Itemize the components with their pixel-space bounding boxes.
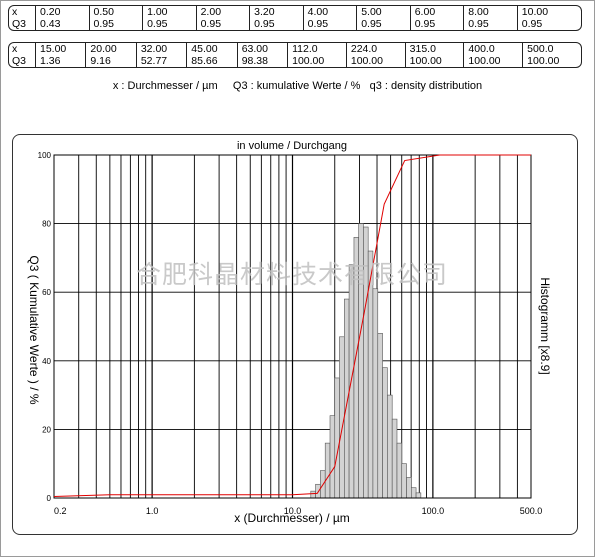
table-cell: 100.00 bbox=[345, 55, 405, 67]
watermark: 合肥科晶材料技术有限公司 bbox=[136, 261, 448, 289]
histogram-bar bbox=[415, 492, 422, 499]
histogram-bar bbox=[315, 483, 321, 499]
x-tick-label: 10.0 bbox=[284, 506, 302, 516]
histogram-bar bbox=[339, 336, 345, 499]
histogram-bar bbox=[324, 442, 331, 499]
table-cell: 1.00 bbox=[142, 6, 196, 18]
row-label-q3: Q3 bbox=[12, 55, 27, 67]
table-cell: 0.95 bbox=[195, 18, 250, 30]
chart-title: in volume / Durchgang bbox=[237, 140, 347, 152]
table-cell: 10.00 bbox=[516, 6, 581, 18]
y2-axis-label: Histogramm [x8.9] bbox=[538, 277, 552, 374]
table-row-q3: Q3 0.43 0.95 0.95 0.95 0.95 0.95 0.95 0.… bbox=[9, 18, 581, 30]
table-cell: 8.00 bbox=[463, 6, 517, 18]
y-axis-label: Q3 ( Kumulative Werte ) / % bbox=[27, 255, 41, 404]
table-cell: 0.43 bbox=[35, 18, 89, 30]
y-tick-label: 20 bbox=[42, 425, 51, 434]
histogram-bar bbox=[344, 298, 350, 499]
table-cell: 0.95 bbox=[249, 18, 303, 30]
table-cell: 0.95 bbox=[356, 18, 410, 30]
x-axis-label: x (Durchmesser) / µm bbox=[234, 511, 350, 525]
table-row-q3: Q3 1.36 9.16 52.77 85.66 98.38 100.00 10… bbox=[9, 55, 581, 67]
row-label-x: x bbox=[12, 6, 18, 18]
row-label-x: x bbox=[12, 43, 18, 55]
table-cell: 3.20 bbox=[249, 6, 303, 18]
table-cell: 52.77 bbox=[135, 55, 186, 67]
values-table-2: x 15.00 20.00 32.00 45.00 63.00 112.0 22… bbox=[8, 42, 582, 68]
table-cell: 32.00 bbox=[135, 43, 186, 55]
histogram-bar bbox=[387, 394, 393, 499]
x-tick-label: 500.0 bbox=[520, 506, 543, 516]
table-cell: 85.66 bbox=[186, 55, 236, 67]
legend-text: x : Durchmesser / µm Q3 : kumulative Wer… bbox=[112, 80, 483, 92]
table-cell: 400.0 bbox=[463, 43, 522, 55]
table-cell: 20.00 bbox=[85, 43, 135, 55]
table-cell: 500.0 bbox=[522, 43, 581, 55]
table-row-x: x 0.20 0.50 1.00 2.00 3.20 4.00 5.00 6.0… bbox=[9, 6, 581, 18]
values-table-1: x 0.20 0.50 1.00 2.00 3.20 4.00 5.00 6.0… bbox=[8, 5, 582, 31]
table-cell: 112.0 bbox=[287, 43, 346, 55]
table-cell: 0.95 bbox=[88, 18, 143, 30]
x-tick-labels: 0.2 1.0 10.0 100.0 500.0 bbox=[54, 506, 542, 516]
x-tick-label: 1.0 bbox=[146, 506, 159, 516]
grid-lines bbox=[54, 155, 531, 498]
table-cell: 0.95 bbox=[142, 18, 196, 30]
table-cell: 1.36 bbox=[35, 55, 85, 67]
y-tick-label: 80 bbox=[42, 220, 51, 229]
histogram-bar bbox=[372, 288, 379, 499]
table-cell: 100.00 bbox=[404, 55, 464, 67]
y-tick-label: 40 bbox=[42, 357, 51, 366]
histogram-bar bbox=[334, 377, 340, 499]
x-tick-label: 0.2 bbox=[54, 506, 67, 516]
table-cell: 5.00 bbox=[356, 6, 410, 18]
table-row-x: x 15.00 20.00 32.00 45.00 63.00 112.0 22… bbox=[9, 43, 581, 55]
y-tick-label: 100 bbox=[38, 151, 52, 160]
chart-panel bbox=[12, 134, 578, 535]
table-cell: 2.00 bbox=[195, 6, 250, 18]
histogram-bar bbox=[377, 333, 383, 499]
table-cell: 0.95 bbox=[463, 18, 517, 30]
table-cell: 100.00 bbox=[287, 55, 346, 67]
y-tick-label: 60 bbox=[42, 288, 51, 297]
table-cell: 4.00 bbox=[302, 6, 357, 18]
table-cell: 0.95 bbox=[302, 18, 357, 30]
table-cell: 100.00 bbox=[522, 55, 581, 67]
table-cell: 0.95 bbox=[516, 18, 581, 30]
y-tick-label: 0 bbox=[47, 494, 52, 503]
table-cell: 315.0 bbox=[404, 43, 464, 55]
plot-area-border bbox=[53, 154, 532, 499]
cumulative-curve bbox=[53, 154, 531, 498]
x-tick-label: 100.0 bbox=[422, 506, 445, 516]
table-cell: 6.00 bbox=[409, 6, 464, 18]
histogram-bar bbox=[329, 415, 336, 499]
table-cell: 15.00 bbox=[35, 43, 85, 55]
row-label-q3: Q3 bbox=[12, 18, 27, 30]
histogram-bar bbox=[310, 490, 316, 499]
table-cell: 0.50 bbox=[88, 6, 143, 18]
table-cell: 63.00 bbox=[236, 43, 287, 55]
table-cell: 9.16 bbox=[85, 55, 135, 67]
histogram-bar bbox=[391, 418, 398, 499]
y-tick-labels: 0 20 40 60 80 100 bbox=[38, 151, 52, 503]
histogram-bar bbox=[382, 367, 388, 499]
table-cell: 100.00 bbox=[463, 55, 522, 67]
table-cell: 45.00 bbox=[186, 43, 236, 55]
histogram-bar bbox=[396, 442, 403, 499]
table-cell: 0.95 bbox=[409, 18, 464, 30]
table-cell: 98.38 bbox=[236, 55, 287, 67]
histogram-bar bbox=[401, 463, 407, 499]
table-cell: 0.20 bbox=[35, 6, 89, 18]
histogram-bar bbox=[406, 477, 412, 499]
table-cell: 224.0 bbox=[345, 43, 405, 55]
histogram-bar bbox=[411, 487, 417, 499]
